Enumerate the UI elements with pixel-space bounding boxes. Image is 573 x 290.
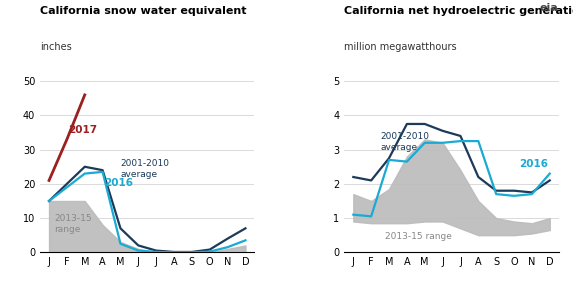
Text: California net hydroelectric generation: California net hydroelectric generation <box>344 6 573 16</box>
Text: California snow water equivalent: California snow water equivalent <box>40 6 246 16</box>
Text: 2016: 2016 <box>104 177 134 188</box>
Text: million megawatthours: million megawatthours <box>344 42 457 52</box>
Text: 2016: 2016 <box>519 160 548 169</box>
Text: inches: inches <box>40 42 72 52</box>
Text: 2013-15 range: 2013-15 range <box>386 232 452 241</box>
Text: 2001-2010
average: 2001-2010 average <box>380 132 429 152</box>
Text: 2013-15
range: 2013-15 range <box>54 214 92 234</box>
Text: eia: eia <box>540 3 559 13</box>
Text: 2017: 2017 <box>68 124 97 135</box>
Text: 2001-2010
average: 2001-2010 average <box>120 159 170 179</box>
